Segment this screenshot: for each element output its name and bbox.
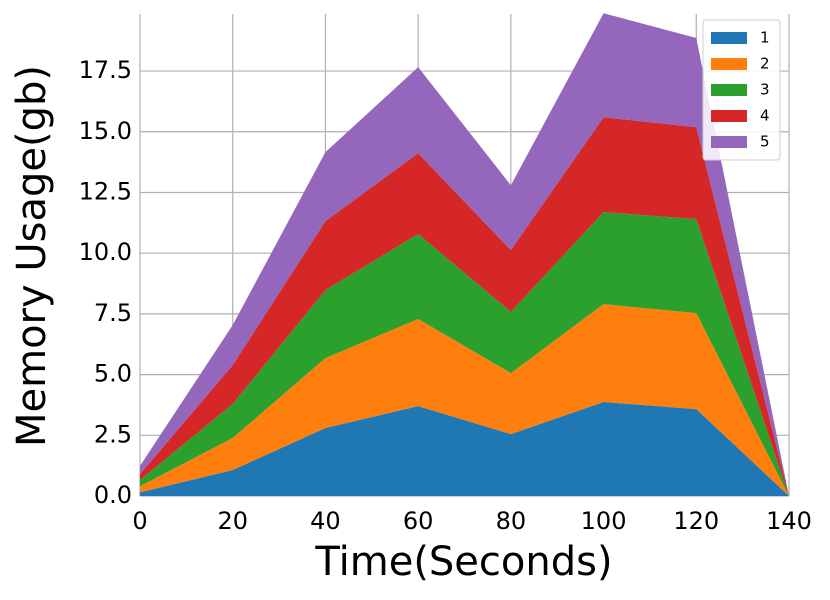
y-tick-label: 2.5 xyxy=(94,420,132,448)
legend-label: 1 xyxy=(760,29,770,47)
x-tick-label: 40 xyxy=(310,507,341,535)
legend-label: 5 xyxy=(760,133,770,151)
x-tick-label: 80 xyxy=(496,507,527,535)
area xyxy=(140,402,789,496)
legend-label: 3 xyxy=(760,81,770,99)
x-tick-label: 0 xyxy=(132,507,147,535)
legend-swatch xyxy=(711,136,747,148)
areas xyxy=(140,13,789,497)
y-tick-label: 0.0 xyxy=(94,481,132,509)
x-tick-label: 120 xyxy=(673,507,719,535)
area xyxy=(140,212,789,496)
legend-swatch xyxy=(711,110,747,122)
legend-swatch xyxy=(711,58,747,70)
legend-swatch xyxy=(711,84,747,96)
x-tick-label: 100 xyxy=(581,507,627,535)
legend: 1 2 3 4 5 xyxy=(702,19,781,161)
x-tick-label: 20 xyxy=(217,507,248,535)
legend-label: 4 xyxy=(760,107,770,125)
y-axis-label: Memory Usage(gb) xyxy=(9,65,55,447)
y-tick-label: 5.0 xyxy=(94,360,132,388)
y-tick-label: 12.5 xyxy=(79,177,132,205)
y-tick-label: 7.5 xyxy=(94,299,132,327)
legend-swatch xyxy=(711,32,747,44)
area xyxy=(140,304,789,496)
y-tick-label: 15.0 xyxy=(79,117,132,145)
y-tick-label: 17.5 xyxy=(79,56,132,84)
y-tick-label: 10.0 xyxy=(79,238,132,266)
ticks: 0.0 2.5 5.0 7.5 10.0 12.5 15.0 17.5 0 20 40 60 80 100… xyxy=(79,56,812,535)
x-tick-label: 60 xyxy=(403,507,434,535)
legend-label: 2 xyxy=(760,55,770,73)
x-axis-label: Time(Seconds) xyxy=(314,539,612,585)
area xyxy=(140,117,789,497)
x-tick-label: 140 xyxy=(766,507,812,535)
